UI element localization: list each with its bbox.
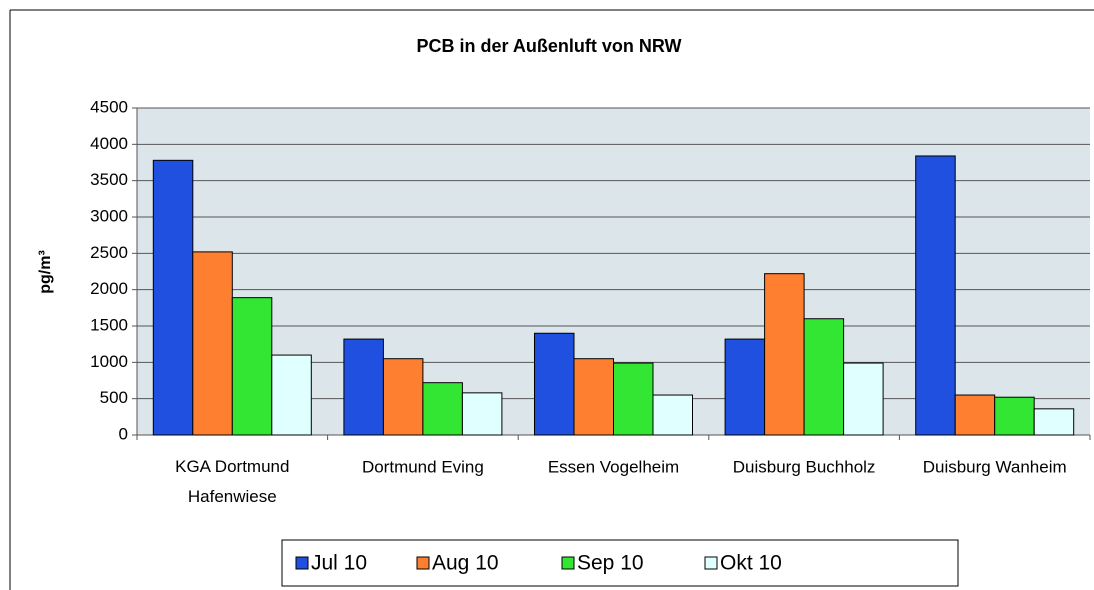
y-tick-label: 2500 — [90, 243, 128, 262]
y-tick-label: 4500 — [90, 97, 128, 116]
y-tick-label: 2000 — [90, 279, 128, 298]
bar — [724, 338, 766, 436]
bar — [461, 392, 503, 436]
y-tick-label: 0 — [119, 424, 128, 443]
bar — [422, 382, 463, 436]
legend-label: Aug 10 — [432, 552, 499, 575]
bar — [652, 394, 693, 436]
legend-swatch — [561, 556, 575, 570]
bar — [343, 338, 384, 436]
bar — [573, 358, 614, 436]
chart-title: PCB in der Außenluft von NRW — [417, 36, 682, 56]
y-tick-label: 3000 — [90, 206, 128, 225]
bar — [764, 273, 805, 436]
bar — [382, 358, 424, 436]
bar — [271, 354, 312, 436]
y-tick-label: 1500 — [90, 315, 128, 334]
legend-swatch — [416, 556, 430, 570]
x-tick-label: Duisburg Wanheim — [923, 457, 1067, 476]
y-tick-label: 4000 — [90, 134, 128, 153]
legend-label: Okt 10 — [720, 552, 782, 575]
bar — [1033, 408, 1075, 436]
bar — [954, 394, 996, 436]
bar — [613, 362, 654, 436]
bar — [231, 297, 273, 436]
bar — [994, 396, 1035, 436]
y-axis-label: pg/m³ — [37, 250, 54, 294]
bar — [534, 332, 575, 436]
x-tick-label: KGA Dortmund Hafenwiese — [175, 457, 289, 506]
x-tick-label: Duisburg Buchholz — [733, 457, 876, 476]
x-tick-label: Dortmund Eving — [362, 457, 484, 476]
x-tick-label: Essen Vogelheim — [548, 457, 679, 476]
bar — [843, 362, 884, 436]
bar — [152, 159, 194, 436]
legend-swatch — [295, 556, 309, 570]
y-tick-label: 1000 — [90, 352, 128, 371]
legend-swatch — [704, 556, 718, 570]
legend-label: Jul 10 — [311, 552, 367, 575]
bar — [192, 251, 233, 436]
legend-label: Sep 10 — [577, 552, 644, 575]
bar — [803, 318, 845, 436]
bar — [915, 155, 956, 436]
y-tick-label: 500 — [100, 388, 128, 407]
legend-box — [281, 539, 959, 587]
y-tick-label: 3500 — [90, 170, 128, 189]
